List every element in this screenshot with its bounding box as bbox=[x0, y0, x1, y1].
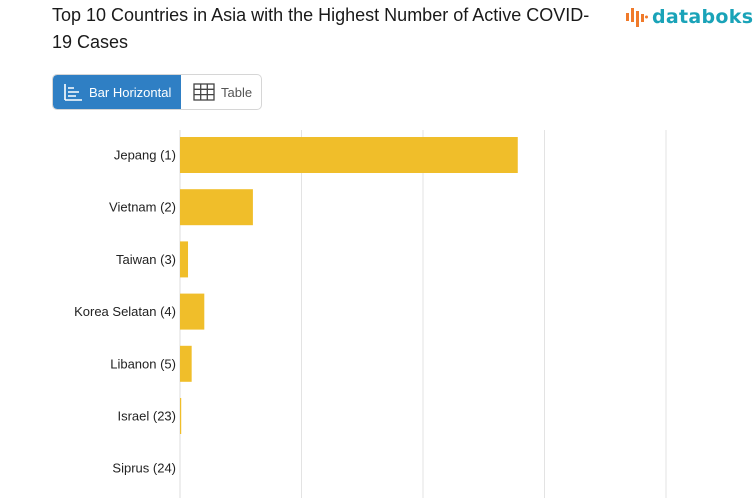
bar[interactable] bbox=[180, 345, 192, 382]
databoks-logo[interactable]: databoks bbox=[625, 4, 753, 30]
bar[interactable] bbox=[180, 293, 205, 330]
bar[interactable] bbox=[180, 398, 182, 434]
category-label: Siprus (24) bbox=[112, 461, 176, 476]
bar[interactable] bbox=[180, 137, 518, 173]
table-label: Table bbox=[221, 84, 253, 100]
category-label: Taiwan (3) bbox=[116, 252, 176, 267]
category-label: Israel (23) bbox=[117, 409, 176, 424]
category-label: Vietnam (2) bbox=[109, 200, 176, 215]
category-label: Libanon (5) bbox=[110, 356, 176, 371]
table-button[interactable]: Table bbox=[181, 75, 261, 109]
databoks-logo-text: databoks bbox=[652, 6, 753, 28]
bar[interactable] bbox=[180, 241, 189, 278]
bar-horizontal-button[interactable]: Bar Horizontal bbox=[53, 75, 181, 109]
databoks-logo-icon bbox=[626, 8, 648, 27]
bar-horizontal-label: Bar Horizontal bbox=[89, 84, 172, 100]
view-toggle: Bar Horizontal Table bbox=[52, 74, 262, 110]
bar[interactable] bbox=[180, 189, 253, 226]
category-label: Jepang (1) bbox=[114, 148, 176, 163]
bar-chart-icon bbox=[64, 84, 82, 101]
category-label: Korea Selatan (4) bbox=[74, 304, 176, 319]
chart-title: Top 10 Countries in Asia with the Highes… bbox=[52, 5, 590, 52]
table-grid-icon bbox=[193, 83, 215, 101]
